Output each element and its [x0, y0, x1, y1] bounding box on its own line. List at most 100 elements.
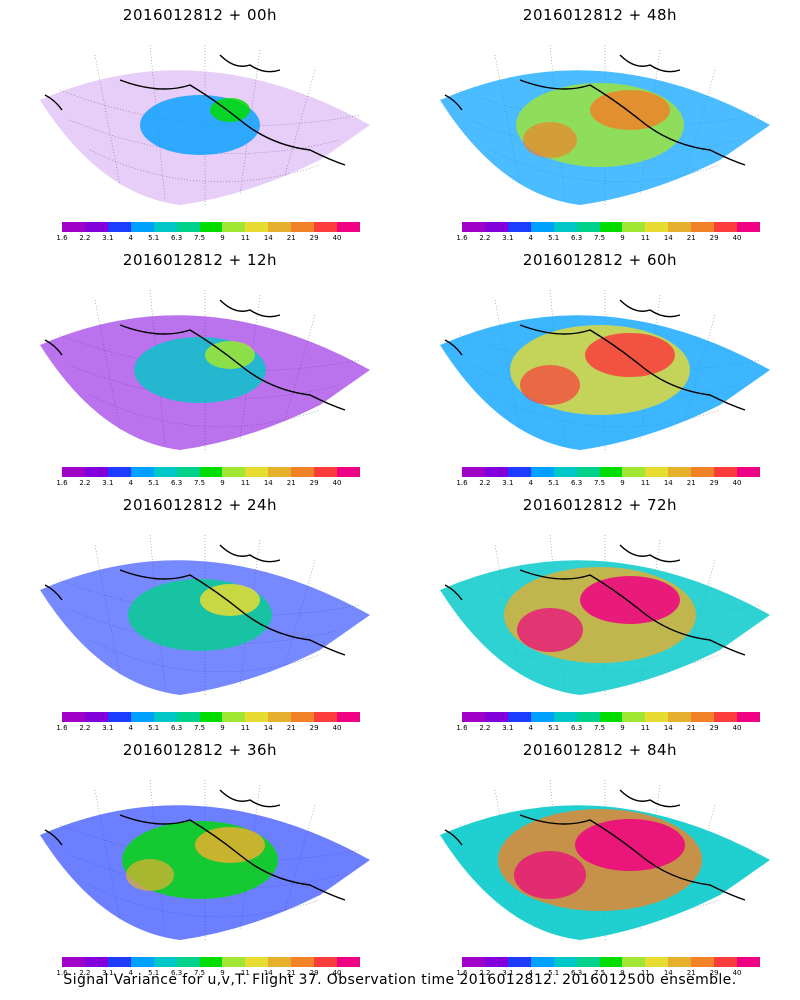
colorbar [462, 712, 760, 722]
colorbar-label: 9 [220, 479, 225, 487]
colorbar-labels: 1.6 2.2 3.1 4 5.1 6.3 7.5 9 11 14 21 29 40 [455, 969, 765, 979]
colorbar-label: 4 [128, 479, 133, 487]
colorbar-swatch [245, 222, 269, 232]
colorbar-swatch [668, 467, 692, 477]
colorbar-label: 29 [309, 969, 319, 977]
colorbar-label: 29 [709, 234, 719, 242]
colorbar-swatch [291, 957, 315, 967]
map-panel: 2016012812 + 12h 1.6 2.2 3.1 4 5.1 6.3 7.5 9 11 14… [0, 245, 400, 490]
colorbar-label: 6.3 [571, 724, 583, 732]
colorbar-label: 14 [263, 479, 273, 487]
colorbar-label: 40 [732, 724, 742, 732]
colorbar-label: 21 [686, 724, 696, 732]
forecast-map [40, 779, 370, 940]
colorbar-swatch [107, 712, 131, 722]
colorbar-swatch [245, 467, 269, 477]
colorbar-label: 1.6 [456, 724, 468, 732]
colorbar-swatch [668, 957, 692, 967]
colorbar-label: 21 [686, 479, 696, 487]
colorbar-swatch [599, 957, 623, 967]
colorbar-swatch [553, 467, 577, 477]
colorbar-label: 7.5 [593, 724, 606, 732]
colorbar-swatch [222, 957, 246, 967]
colorbar-swatch [507, 467, 531, 477]
colorbar-swatch [245, 712, 269, 722]
colorbar-label: 1.6 [456, 969, 468, 977]
colorbar-swatch [176, 957, 200, 967]
colorbar-label: 4 [528, 969, 533, 977]
colorbar-swatch [576, 222, 600, 232]
colorbar-swatch [484, 222, 508, 232]
colorbar-swatch [130, 222, 154, 232]
colorbar-swatch [337, 957, 360, 967]
colorbar-label: 14 [263, 724, 273, 732]
colorbar-label: 21 [286, 234, 296, 242]
colorbar-swatch [530, 712, 554, 722]
colorbar-swatch [199, 957, 223, 967]
colorbar-label: 29 [309, 724, 319, 732]
colorbar-swatch [268, 957, 292, 967]
colorbar-label: 5.1 [548, 724, 560, 732]
colorbar-swatch [462, 467, 485, 477]
colorbar-swatch [645, 222, 669, 232]
colorbar-swatch [199, 712, 223, 722]
colorbar-swatch [714, 957, 738, 967]
colorbar-labels: 1.6 2.2 3.1 4 5.1 6.3 7.5 9 11 14 21 29 40 [55, 724, 365, 734]
colorbar-label: 29 [709, 724, 719, 732]
colorbar-label: 3.1 [102, 724, 114, 732]
colorbar-label: 7.5 [593, 479, 606, 487]
colorbar-label: 5.1 [148, 234, 160, 242]
colorbar-label: 5.1 [148, 969, 160, 977]
colorbar-label: 29 [709, 969, 719, 977]
colorbar-label: 9 [620, 234, 625, 242]
map-panel: 2016012812 + 24h 1.6 2.2 3.1 4 5.1 6.3 7.5 9 11 14… [0, 490, 400, 735]
colorbar-label: 40 [332, 724, 342, 732]
colorbar-label: 1.6 [56, 234, 68, 242]
colorbar-label: 1.6 [56, 479, 68, 487]
colorbar-swatch [62, 712, 85, 722]
colorbar-swatch [176, 467, 200, 477]
colorbar-label: 1.6 [456, 234, 468, 242]
colorbar-label: 4 [128, 969, 133, 977]
colorbar-swatch [314, 712, 338, 722]
colorbar-swatch [222, 467, 246, 477]
panel-title: 2016012812 + 60h [522, 251, 678, 269]
colorbar [62, 712, 360, 722]
colorbar-label: 11 [640, 234, 650, 242]
colorbar-label: 6.3 [171, 479, 183, 487]
colorbar-swatch [462, 712, 485, 722]
colorbar-swatch [107, 467, 131, 477]
colorbar-label: 5.1 [548, 969, 560, 977]
colorbar-swatch [462, 957, 485, 967]
colorbar-swatch [622, 957, 646, 967]
colorbar-swatch [553, 222, 577, 232]
colorbar-label: 14 [663, 479, 673, 487]
colorbar-swatch [553, 712, 577, 722]
colorbar-swatch [645, 712, 669, 722]
colorbar-swatch [691, 957, 715, 967]
colorbar-label: 29 [709, 479, 719, 487]
colorbar-label: 11 [640, 724, 650, 732]
figure-caption: Signal Variance for u,v,T. Flight 37. Ob… [63, 972, 737, 988]
colorbar-swatch [153, 467, 177, 477]
colorbar-label: 11 [640, 479, 650, 487]
colorbar-label: 5.1 [148, 479, 160, 487]
panel-title: 2016012812 + 84h [522, 741, 678, 759]
colorbar-label: 6.3 [571, 969, 583, 977]
panel-title: 2016012812 + 24h [122, 496, 278, 514]
colorbar-swatch [737, 957, 760, 967]
colorbar-swatch [62, 222, 85, 232]
colorbar-swatch [645, 467, 669, 477]
colorbar-label: 4 [128, 234, 133, 242]
colorbar-label: 11 [240, 479, 250, 487]
colorbar-label: 11 [240, 724, 250, 732]
colorbar-label: 7.5 [193, 724, 206, 732]
colorbar-swatch [484, 957, 508, 967]
colorbar-swatch [130, 467, 154, 477]
colorbar-swatch [737, 712, 760, 722]
colorbar-label: 9 [220, 969, 225, 977]
colorbar-label: 2.2 [79, 724, 91, 732]
colorbar-swatch [484, 712, 508, 722]
colorbar-label: 40 [332, 969, 342, 977]
forecast-map [440, 289, 770, 450]
